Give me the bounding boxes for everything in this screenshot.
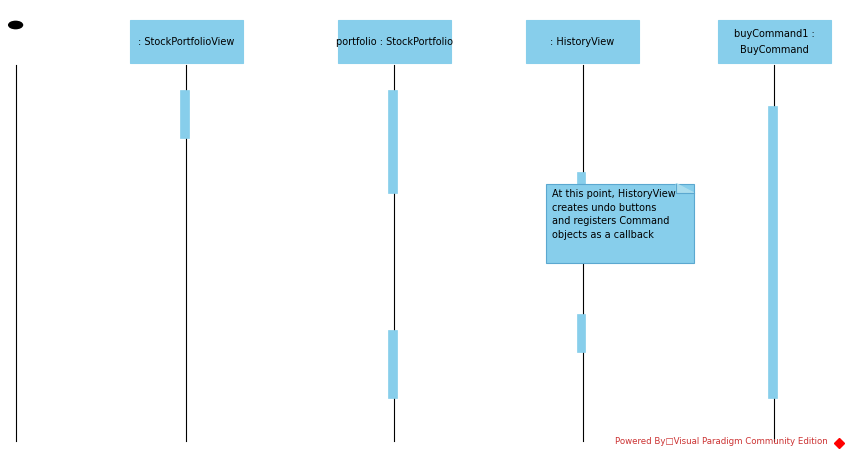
FancyBboxPatch shape <box>388 330 397 398</box>
FancyBboxPatch shape <box>718 20 831 64</box>
FancyBboxPatch shape <box>130 20 243 64</box>
Text: BuyCommand: BuyCommand <box>740 46 809 55</box>
Text: buyCommand1 :: buyCommand1 : <box>733 29 815 39</box>
FancyBboxPatch shape <box>388 91 397 193</box>
FancyBboxPatch shape <box>338 20 451 64</box>
Text: : HistoryView: : HistoryView <box>551 37 615 47</box>
Text: Powered By□Visual Paradigm Community Edition: Powered By□Visual Paradigm Community Edi… <box>616 436 828 445</box>
FancyBboxPatch shape <box>577 314 585 353</box>
Text: At this point, HistoryView
creates undo buttons
and registers Command
objects as: At this point, HistoryView creates undo … <box>552 189 676 239</box>
FancyBboxPatch shape <box>768 107 777 398</box>
Circle shape <box>9 22 23 30</box>
FancyBboxPatch shape <box>577 173 585 253</box>
FancyBboxPatch shape <box>546 184 694 264</box>
FancyBboxPatch shape <box>526 20 639 64</box>
Text: portfolio : StockPortfolio: portfolio : StockPortfolio <box>336 37 453 47</box>
FancyBboxPatch shape <box>180 91 189 139</box>
Text: : StockPortfolioView: : StockPortfolioView <box>138 37 235 47</box>
Polygon shape <box>676 184 694 193</box>
